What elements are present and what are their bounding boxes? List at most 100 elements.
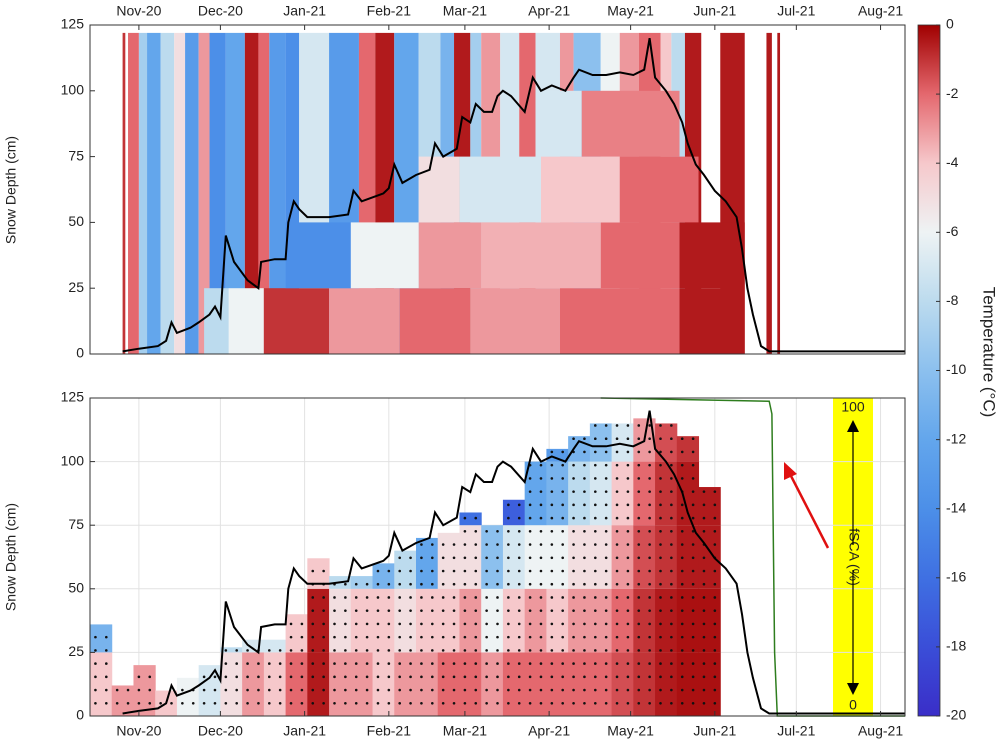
sensor-dot xyxy=(452,543,456,546)
temperature-cell xyxy=(589,652,613,716)
sensor-dot xyxy=(528,569,532,573)
sensor-dot xyxy=(572,556,575,560)
temperature-cell xyxy=(204,288,229,354)
sensor-dot xyxy=(387,688,391,692)
x-tick-label: Jul-21 xyxy=(777,3,815,19)
sensor-dot xyxy=(680,675,684,679)
sensor-dot xyxy=(604,596,608,599)
temperature-cell xyxy=(581,90,680,157)
sensor-dot xyxy=(680,582,684,586)
sensor-dot xyxy=(583,649,586,652)
sensor-dot xyxy=(680,543,684,546)
sensor-dot xyxy=(409,582,412,586)
temperature-cell xyxy=(350,652,374,716)
y-tick-label: 50 xyxy=(68,213,84,229)
sensor-dot xyxy=(615,490,619,493)
sensor-dot xyxy=(594,582,597,586)
x-tick-label: Jul-21 xyxy=(777,723,815,739)
sensor-dot xyxy=(311,635,315,639)
sensor-dot xyxy=(528,688,532,692)
sensor-dot xyxy=(572,490,575,493)
sensor-dot xyxy=(431,701,434,705)
sensor-dot xyxy=(463,569,467,573)
sensor-dot xyxy=(670,675,673,679)
temperature-cell xyxy=(198,32,210,355)
sensor-dot xyxy=(431,569,434,573)
sensor-dot xyxy=(474,622,478,626)
sensor-dot xyxy=(615,596,619,599)
sensor-dot xyxy=(670,424,673,427)
sensor-dot xyxy=(268,688,271,692)
sensor-dot xyxy=(365,649,369,652)
sensor-dot xyxy=(528,543,532,546)
sensor-dot xyxy=(637,424,641,427)
sensor-dot xyxy=(528,477,532,480)
sensor-dot xyxy=(528,662,532,665)
temperature-cell xyxy=(269,32,286,355)
sensor-dot xyxy=(572,688,575,692)
sensor-dot xyxy=(670,437,673,441)
sensor-dot xyxy=(561,503,564,507)
sensor-dot xyxy=(572,477,575,480)
sensor-dot xyxy=(615,609,619,612)
sensor-dot xyxy=(409,662,412,665)
sensor-dot xyxy=(507,609,510,612)
sensor-dot xyxy=(463,688,467,692)
sensor-dot xyxy=(441,569,445,573)
sensor-dot xyxy=(691,688,695,692)
sensor-dot xyxy=(583,635,586,639)
sensor-dot xyxy=(713,635,717,639)
sensor-dot xyxy=(604,490,608,493)
sensor-dot xyxy=(365,582,369,586)
sensor-dot xyxy=(202,675,206,679)
sensor-dot xyxy=(550,649,554,652)
sensor-dot xyxy=(463,556,467,560)
sensor-dot xyxy=(420,675,423,679)
sensor-dot xyxy=(702,609,706,612)
sensor-dot xyxy=(431,582,434,586)
colorbar-tick-label: -4 xyxy=(946,154,959,170)
sensor-dot xyxy=(637,516,641,520)
sensor-dot xyxy=(311,662,315,665)
sensor-dot xyxy=(474,675,478,679)
sensor-dot xyxy=(637,490,641,493)
sensor-dot xyxy=(583,582,586,586)
sensor-dot xyxy=(387,582,391,586)
sensor-dot xyxy=(115,701,119,705)
sensor-dot xyxy=(659,688,662,692)
temperature-cell xyxy=(147,32,161,355)
sensor-dot xyxy=(474,609,478,612)
sensor-dot xyxy=(637,701,641,705)
sensor-dot xyxy=(550,490,554,493)
temperature-cell xyxy=(698,588,721,653)
temperature-cell xyxy=(655,461,678,526)
sensor-dot xyxy=(507,662,510,665)
sensor-dot xyxy=(496,649,499,652)
colorbar-tick-label: 0 xyxy=(946,16,954,32)
sensor-dot xyxy=(507,701,510,705)
sensor-dot xyxy=(550,503,554,507)
sensor-dot xyxy=(659,424,662,427)
sensor-dot xyxy=(572,662,575,665)
sensor-dot xyxy=(615,622,619,626)
sensor-dot xyxy=(420,688,423,692)
sensor-dot xyxy=(550,609,554,612)
sensor-dot xyxy=(344,675,347,679)
y2-tick-label: 100 xyxy=(841,399,865,415)
sensor-dot xyxy=(539,675,543,679)
temperature-cell xyxy=(185,32,199,355)
sensor-dot xyxy=(224,688,228,692)
sensor-dot xyxy=(431,662,434,665)
sensor-dot xyxy=(713,516,717,520)
temperature-cell xyxy=(329,288,400,354)
sensor-dot xyxy=(615,556,619,560)
sensor-dot xyxy=(398,609,402,612)
temperature-cell xyxy=(619,156,699,223)
sensor-dot xyxy=(615,662,619,665)
sensor-dot xyxy=(561,675,564,679)
sensor-dot xyxy=(496,662,499,665)
sensor-dot xyxy=(626,490,630,493)
sensor-dot xyxy=(517,675,521,679)
sensor-dot xyxy=(507,530,510,533)
sensor-dot xyxy=(713,582,717,586)
